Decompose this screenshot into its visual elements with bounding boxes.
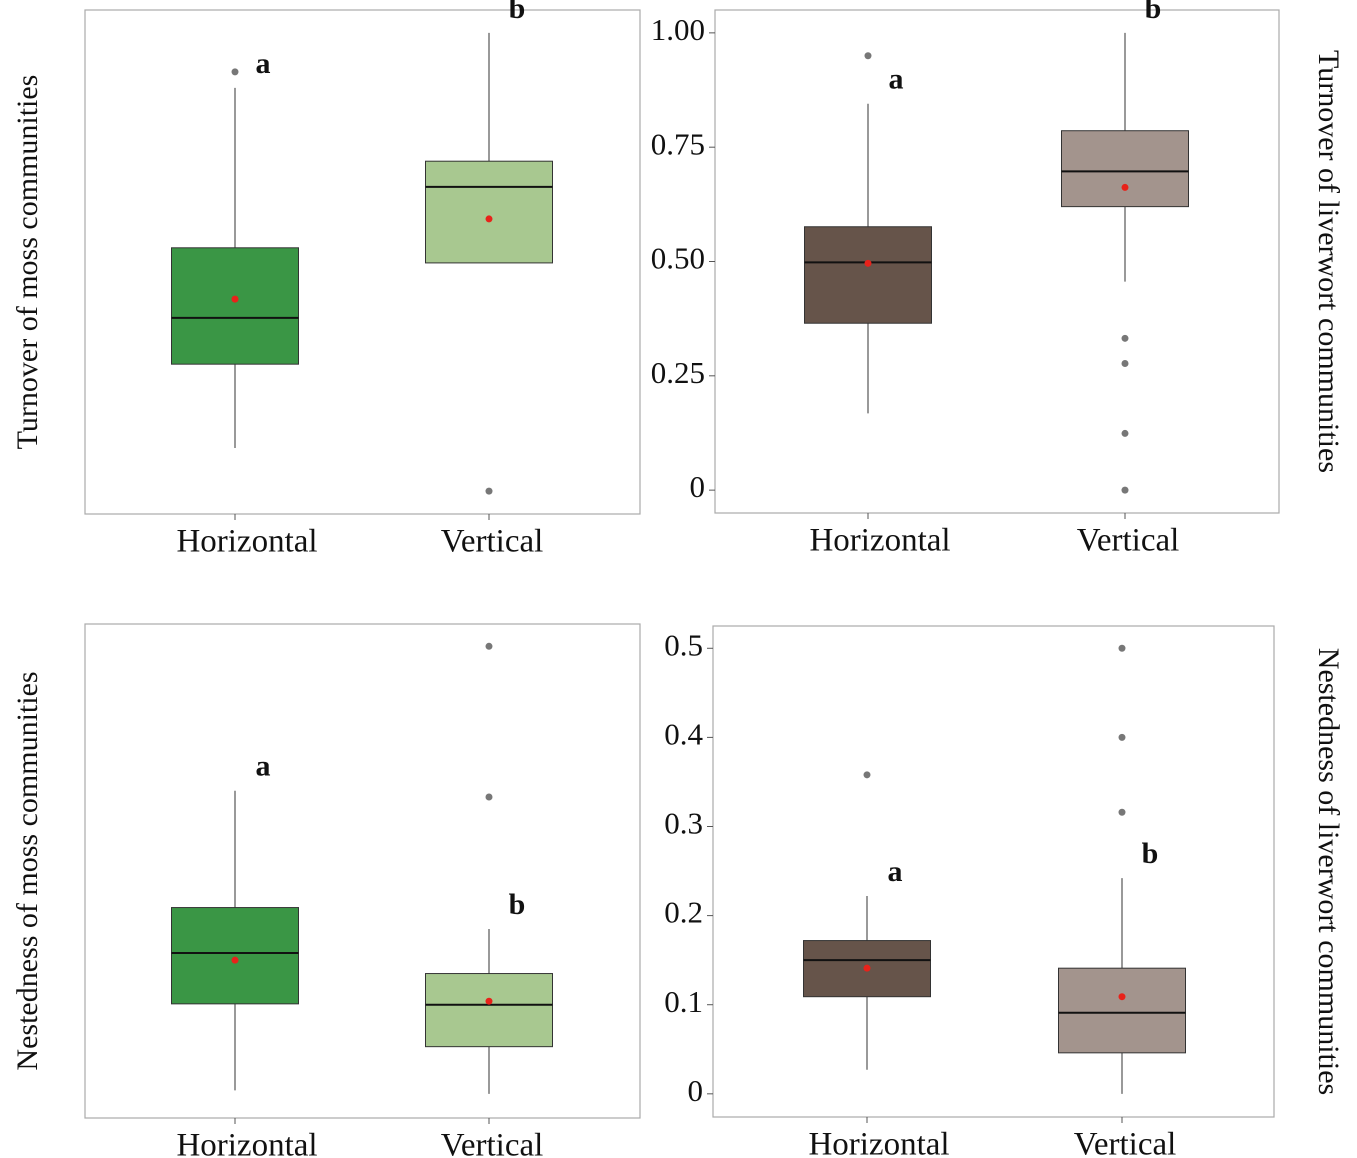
x-tick-label: Vertical [441,524,544,560]
box [171,907,299,1005]
x-tick-label: Vertical [1077,523,1180,559]
outlier [1121,359,1129,367]
box [1058,967,1186,1054]
significance-letter: b [1145,0,1162,25]
x-tick-label: Vertical [1074,1127,1177,1158]
mean-point [231,295,239,303]
outlier [485,793,493,801]
outlier [863,771,871,779]
mean-point [864,259,872,267]
y-axis-title: Turnover of liverwort communities [1312,50,1345,473]
mean-point [485,997,493,1005]
outlier [1118,733,1126,741]
box [425,160,553,264]
mean-point [1121,183,1129,191]
x-tick-label: Horizontal [808,1127,949,1158]
y-tick-label: 0.3 [664,806,703,841]
outlier [485,487,493,495]
significance-letter: a [888,855,903,888]
x-tick-label: Horizontal [809,523,950,559]
y-axis-title: Nestedness of moss communities [11,671,44,1070]
y-axis-title: Nestedness of liverwort communities [1312,648,1345,1095]
outlier [485,642,493,650]
mean-point [1118,993,1126,1001]
outlier [1121,334,1129,342]
outlier [1121,486,1129,494]
significance-letter: a [256,47,271,80]
outlier [864,52,872,60]
plot-frame [712,625,1275,1118]
x-tick-label: Vertical [441,1128,544,1158]
significance-letter: b [509,888,526,921]
y-tick-label: 0.50 [651,241,705,276]
plot-frame [84,9,641,515]
y-tick-label: 0.5 [664,627,703,662]
outlier [1118,644,1126,652]
mean-point [485,215,493,223]
significance-letter: b [509,0,526,25]
y-tick-label: 0 [690,469,706,504]
significance-letter: a [889,63,904,96]
plot-frame [714,9,1280,514]
significance-letter: b [1142,837,1159,870]
y-tick-label: 0 [688,1073,704,1108]
box [804,226,932,324]
outlier [231,68,239,76]
y-tick-label: 0.75 [651,126,705,161]
y-tick-label: 0.1 [664,984,703,1019]
y-tick-label: 0.4 [664,716,703,751]
y-tick-label: 0.2 [664,895,703,930]
box [171,247,299,365]
box [1061,130,1189,208]
mean-point [231,956,239,964]
mean-point [863,964,871,972]
outlier [1118,808,1126,816]
plot-frame [84,623,641,1119]
box [803,940,931,998]
x-tick-label: Horizontal [176,524,317,560]
x-tick-label: Horizontal [176,1128,317,1158]
box [425,973,553,1048]
y-tick-label: 1.00 [651,12,705,47]
y-axis-title: Turnover of moss communities [11,75,44,450]
significance-letter: a [256,750,271,783]
y-tick-label: 0.25 [651,355,705,390]
outlier [1121,429,1129,437]
